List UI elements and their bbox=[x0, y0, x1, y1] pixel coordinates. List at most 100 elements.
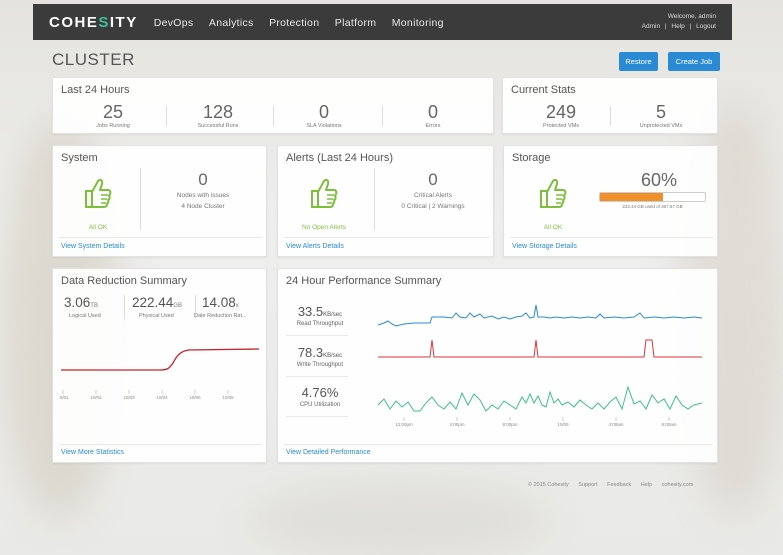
divider bbox=[140, 168, 141, 230]
value-unit: TB bbox=[90, 303, 98, 309]
stat-label: Errors bbox=[425, 123, 441, 129]
critical-alerts-label: Critical Alerts bbox=[414, 192, 452, 199]
divider bbox=[273, 106, 274, 126]
support-link[interactable]: Support bbox=[578, 482, 598, 488]
performance-card: 24 Hour Performance Summary 33.5KB/sec R… bbox=[277, 268, 718, 463]
axis-tick-label: 10/03 bbox=[123, 395, 135, 400]
axis-tick-label: 10/01 bbox=[59, 395, 69, 400]
nav-devops[interactable]: DevOps bbox=[153, 17, 194, 29]
divider bbox=[284, 444, 713, 445]
feedback-link[interactable]: Feedback bbox=[607, 482, 632, 488]
axis-tick-label: 4:00am bbox=[608, 422, 623, 427]
write-throughput-value: 78.3KB/sec bbox=[280, 345, 360, 360]
cpu-utilization-value: 4.76% bbox=[280, 385, 360, 400]
axis-tick-label: 8:00pm bbox=[502, 422, 517, 427]
logo-mark: S bbox=[98, 13, 110, 31]
system-card: System All OK 0 Nodes with issues 4 Node… bbox=[52, 145, 267, 257]
value-unit: GB bbox=[173, 303, 182, 309]
stat-value: 5 bbox=[655, 102, 666, 122]
nav-monitoring[interactable]: Monitoring bbox=[391, 17, 444, 29]
help-link[interactable]: Help bbox=[671, 23, 685, 30]
logo-text-suffix: ITY bbox=[109, 13, 138, 31]
value-number: 3.06 bbox=[64, 295, 91, 310]
page-title: CLUSTER bbox=[52, 50, 135, 69]
data-reduction-card: Data Reduction Summary 3.06TB Logical Us… bbox=[52, 268, 267, 463]
value-number: 222.44 bbox=[132, 295, 174, 310]
sla-violations-stat: 0 SLA Violations bbox=[284, 102, 364, 129]
divider bbox=[59, 444, 262, 445]
main-nav: DevOps Analytics Protection Platform Mon… bbox=[154, 13, 455, 31]
storage-usage-bar bbox=[599, 192, 706, 202]
view-alerts-details-link[interactable]: View Alerts Details bbox=[286, 243, 344, 250]
restore-button[interactable]: Restore bbox=[619, 52, 658, 71]
system-status: All OK bbox=[88, 224, 108, 231]
logical-used-label: Logical Used bbox=[69, 313, 101, 319]
stat-label: Unprotected VMs bbox=[639, 123, 683, 129]
logical-used-value: 3.06TB bbox=[64, 295, 98, 310]
view-system-details-link[interactable]: View System Details bbox=[61, 243, 125, 250]
alerts-card: Alerts (Last 24 Hours) No Open Alerts 0 … bbox=[277, 145, 494, 257]
link-separator: | bbox=[689, 23, 692, 30]
create-job-button[interactable]: Create Job bbox=[668, 52, 720, 71]
value-number: 4.76% bbox=[301, 385, 339, 400]
reduction-ratio-label: Date Reduction Rat... bbox=[194, 313, 247, 319]
axis-tick-label: 8:00am bbox=[661, 422, 676, 427]
view-more-statistics-link[interactable]: View More Statistics bbox=[61, 449, 124, 456]
divider bbox=[195, 295, 196, 319]
storage-status: All OK bbox=[543, 224, 563, 231]
errors-stat: 0 Errors bbox=[393, 102, 473, 129]
card-title: 24 Hour Performance Summary bbox=[286, 275, 442, 287]
view-detailed-performance-link[interactable]: View Detailed Performance bbox=[286, 449, 371, 456]
card-title: System bbox=[61, 152, 98, 164]
axis-tick-label: 10/06 bbox=[557, 422, 569, 427]
stat-value: 0 bbox=[427, 102, 438, 122]
nodes-with-issues-label: Nodes with issues bbox=[176, 192, 230, 199]
divider bbox=[284, 237, 489, 238]
storage-card: Storage All OK 60% 222.44 GB used of 367… bbox=[503, 145, 718, 257]
admin-link[interactable]: Admin bbox=[641, 23, 661, 30]
cohesity-logo[interactable]: COHESITY bbox=[49, 14, 138, 31]
performance-chart: 12:00pm 4:00pm 8:00pm 10/06 4:00am 8:00am bbox=[377, 304, 703, 427]
divider bbox=[124, 295, 125, 319]
reduction-line bbox=[61, 348, 260, 371]
card-title: Storage bbox=[512, 152, 551, 164]
card-title: Data Reduction Summary bbox=[61, 275, 187, 287]
stat-label: Jobs Running bbox=[96, 123, 130, 129]
nav-protection[interactable]: Protection bbox=[269, 17, 320, 29]
physical-used-label: Physical Used bbox=[139, 313, 174, 319]
protected-vms-stat: 249 Protected VMs bbox=[521, 102, 601, 129]
nav-platform[interactable]: Platform bbox=[334, 17, 377, 29]
divider bbox=[374, 168, 375, 230]
last-24-hours-card: Last 24 Hours 25 Jobs Running 128 Succes… bbox=[52, 77, 494, 134]
value-unit: KB/sec bbox=[323, 353, 343, 359]
cpu-utilization-line bbox=[377, 385, 703, 412]
nodes-with-issues-count: 0 bbox=[198, 170, 208, 189]
reduction-ratio-value: 14.08x bbox=[202, 295, 239, 310]
user-menu: Welcome, admin Admin | Help | Logout bbox=[639, 12, 716, 32]
copyright-text: © 2015 Cohesity bbox=[528, 482, 569, 488]
axis-tick-label: 10/02 bbox=[90, 395, 102, 400]
cohesity-site-link[interactable]: cohesity.com bbox=[661, 482, 694, 488]
divider bbox=[286, 335, 348, 336]
current-stats-card: Current Stats 249 Protected VMs 5 Unprot… bbox=[502, 77, 718, 134]
divider bbox=[286, 376, 348, 377]
write-throughput-label: Write Throughput bbox=[296, 362, 344, 368]
successful-runs-stat: 128 Successful Runs bbox=[178, 102, 258, 129]
alerts-breakdown: 0 Critical | 2 Warnings bbox=[401, 203, 465, 210]
axis-tick-label: 10/05 bbox=[189, 395, 201, 400]
logout-link[interactable]: Logout bbox=[696, 23, 716, 30]
value-unit: x bbox=[235, 303, 239, 309]
axis-tick-label: 12:00pm bbox=[395, 422, 413, 427]
cpu-utilization-label: CPU Utilization bbox=[299, 402, 341, 408]
help-link[interactable]: Help bbox=[640, 482, 653, 488]
stat-label: Protected VMs bbox=[542, 123, 580, 129]
unprotected-vms-stat: 5 Unprotected VMs bbox=[621, 102, 701, 129]
axis-tick-label: 4:00pm bbox=[449, 422, 464, 427]
axis-tick-label: 10/06 bbox=[222, 395, 234, 400]
nav-analytics[interactable]: Analytics bbox=[208, 17, 254, 29]
stat-value: 249 bbox=[545, 102, 577, 122]
divider bbox=[166, 106, 167, 126]
view-storage-details-link[interactable]: View Storage Details bbox=[512, 243, 577, 250]
footer: © 2015 Cohesity Support Feedback Help co… bbox=[528, 482, 701, 488]
divider bbox=[510, 237, 713, 238]
